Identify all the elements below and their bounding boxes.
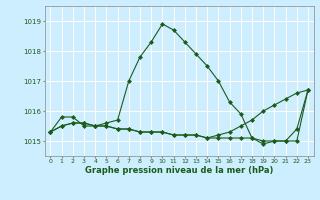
X-axis label: Graphe pression niveau de la mer (hPa): Graphe pression niveau de la mer (hPa): [85, 166, 273, 175]
